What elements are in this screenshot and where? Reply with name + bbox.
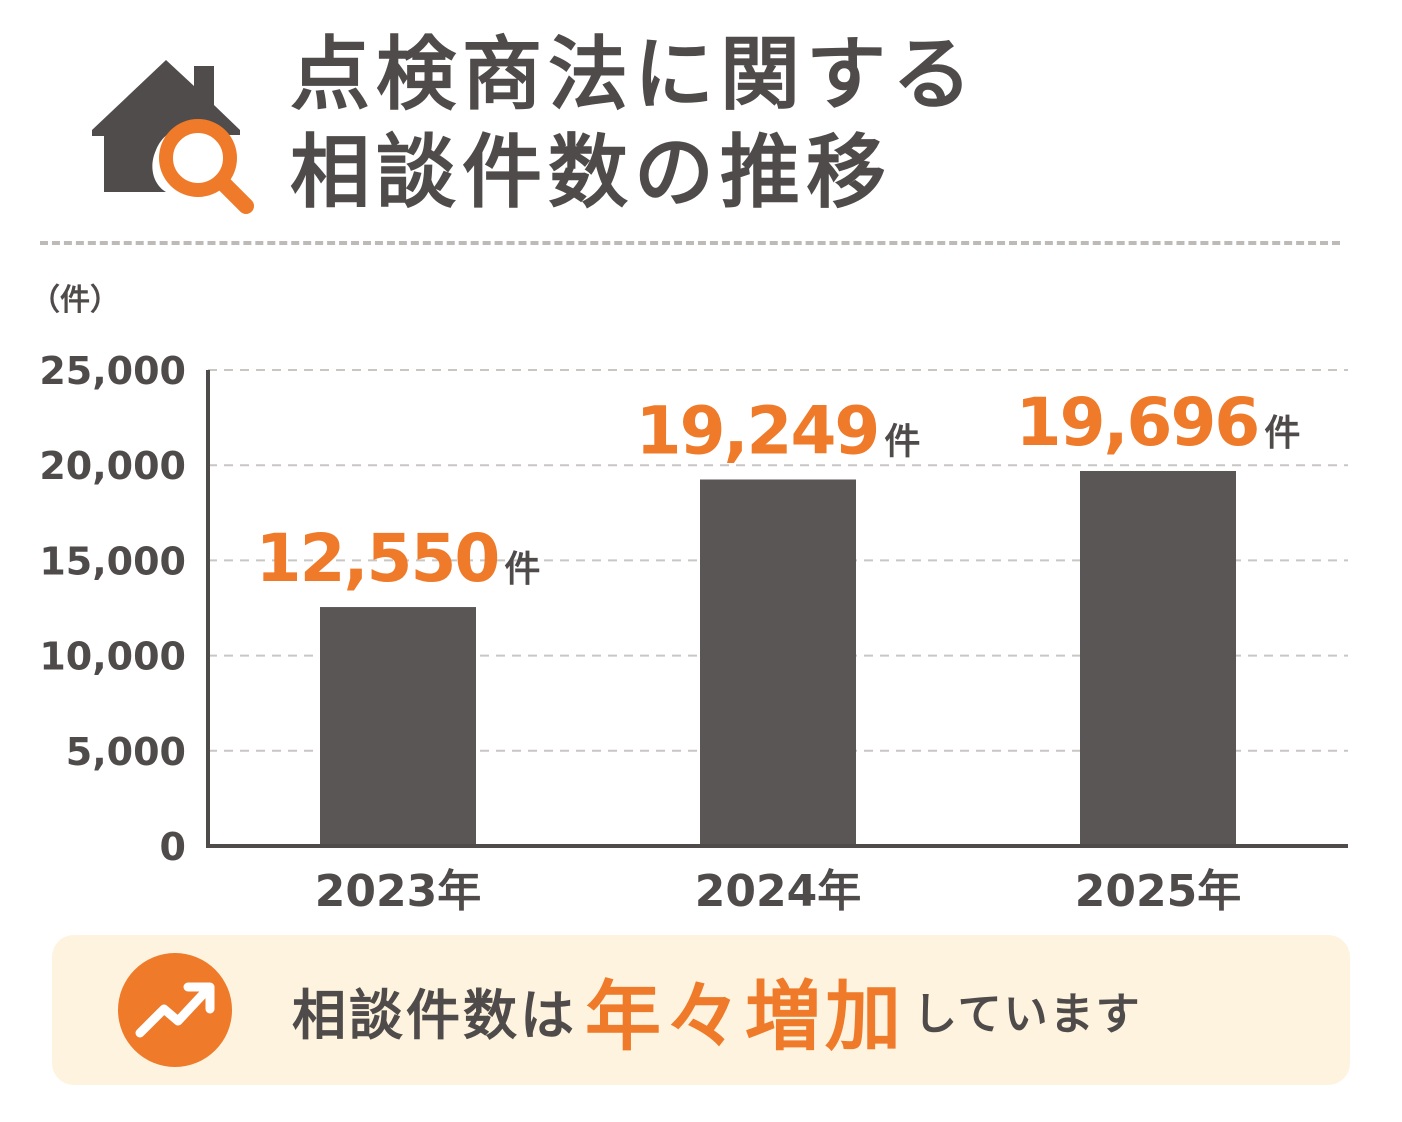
y-tick-label: 0	[160, 825, 186, 869]
bar	[700, 479, 856, 846]
bar-value-label: 19,696 件	[1016, 384, 1301, 461]
x-category-label: 2025年	[1075, 866, 1241, 917]
y-tick-label: 25,000	[39, 349, 186, 393]
callout-text-before: 相談件数は	[292, 983, 577, 1047]
callout-message: 相談件数は 年々増加 しています	[292, 935, 1142, 1085]
bar-value-label: 12,550 件	[256, 520, 541, 597]
x-category-label: 2023年	[315, 866, 481, 917]
y-tick-label: 5,000	[66, 730, 186, 774]
house-magnifier-icon	[92, 60, 254, 214]
summary-callout: 相談件数は 年々増加 しています	[52, 935, 1350, 1085]
title-line-1: 点検商法に関する	[290, 28, 978, 121]
trend-up-arrow-icon	[118, 953, 232, 1067]
y-tick-label: 10,000	[39, 635, 186, 679]
y-tick-label: 20,000	[39, 444, 186, 488]
header-divider	[40, 241, 1340, 245]
x-category-label: 2024年	[695, 866, 861, 917]
bar	[1080, 470, 1236, 846]
callout-text-highlight: 年々増加	[585, 972, 905, 1061]
title-line-2: 相談件数の推移	[290, 126, 892, 219]
y-axis-unit-label: （件）	[30, 283, 120, 318]
callout-text-after: しています	[913, 989, 1142, 1040]
page-title: 点検商法に関する 相談件数の推移	[290, 26, 978, 222]
bar-value-label: 19,249 件	[636, 392, 921, 469]
y-tick-label: 15,000	[39, 539, 186, 583]
bar	[320, 607, 476, 846]
